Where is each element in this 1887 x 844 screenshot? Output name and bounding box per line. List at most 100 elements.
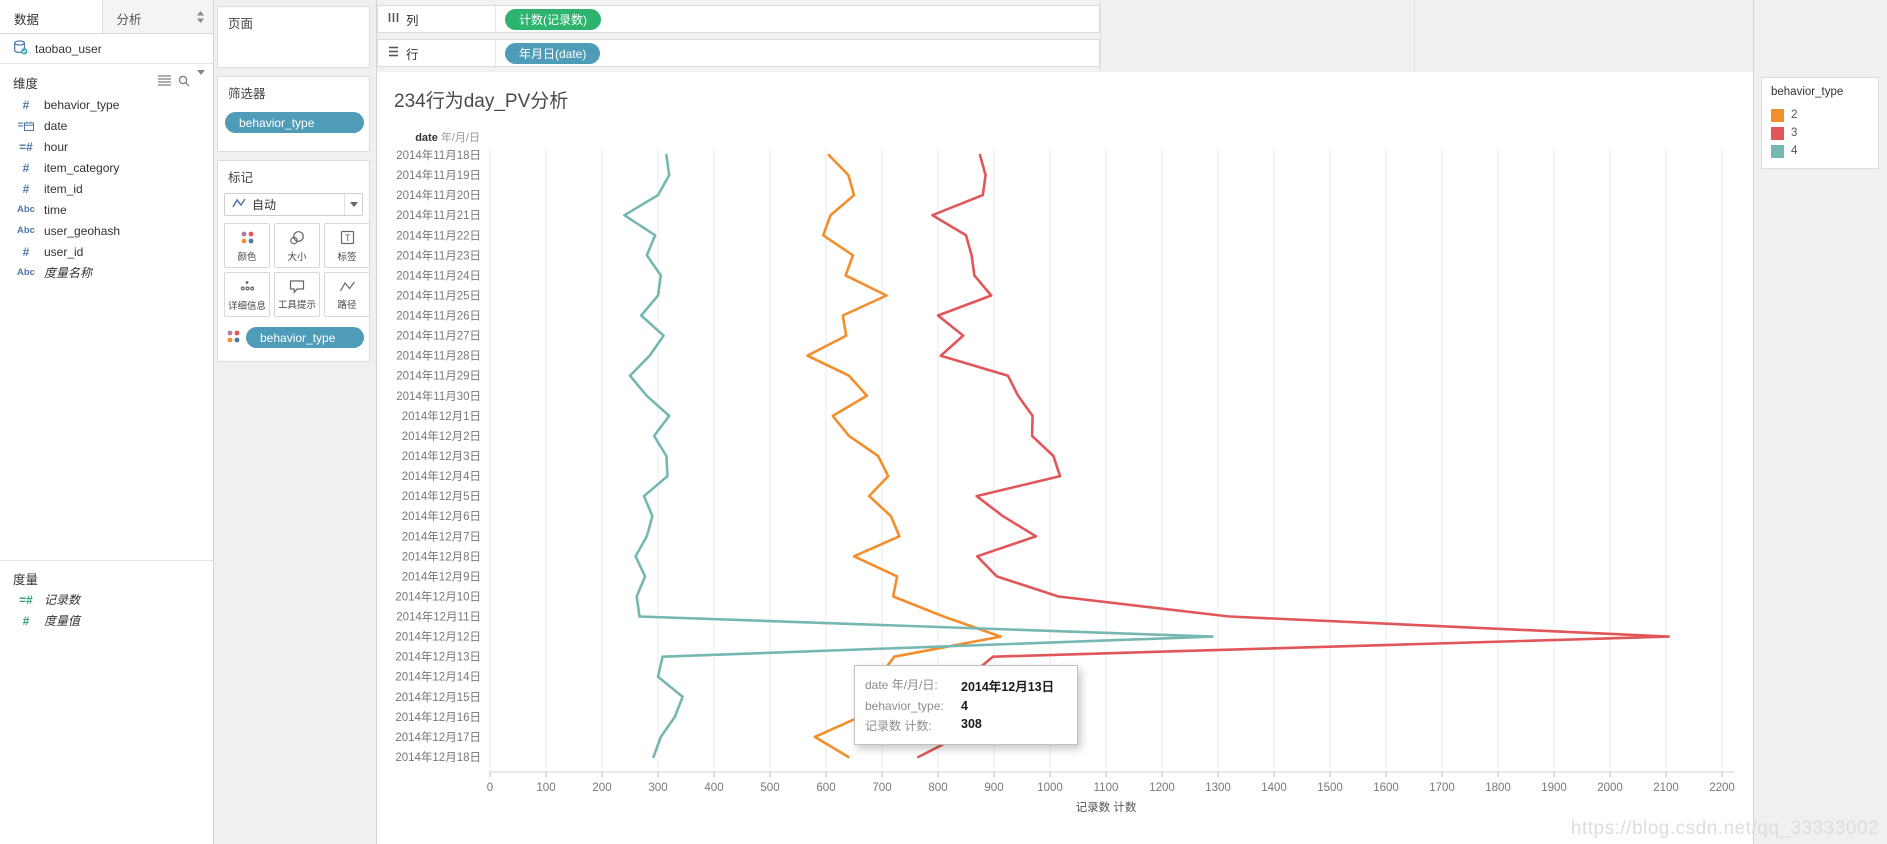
tooltip-behavior-label: behavior_type: xyxy=(865,699,944,713)
text-icon: Abc xyxy=(17,267,35,278)
x-axis-tick-label: 300 xyxy=(648,782,667,794)
marks-button-detail[interactable]: 详细信息 xyxy=(224,272,270,317)
x-axis-tick-label: 1900 xyxy=(1541,782,1567,794)
y-axis-label: 2014年11月28日 xyxy=(396,349,481,363)
field-label: 度量值 xyxy=(44,614,81,628)
y-axis-label: 2014年12月10日 xyxy=(395,589,481,603)
y-axis-label: 2014年12月16日 xyxy=(395,710,481,724)
rows-shelf-label: 行 xyxy=(378,40,496,66)
measure-度量值[interactable]: # 度量值 xyxy=(0,610,213,631)
view-as-list-icon[interactable] xyxy=(158,75,171,89)
y-axis-label: 2014年12月14日 xyxy=(395,670,481,684)
measure-number-icon: # xyxy=(22,613,30,628)
marks-button-label: 大小 xyxy=(287,251,307,263)
marks-buttons-grid: 颜色 大小 T 标签详细信息 工具提示 路径 xyxy=(218,216,370,317)
series-line-3[interactable] xyxy=(917,153,1671,759)
y-axis-label: 2014年11月27日 xyxy=(396,329,481,343)
y-axis-label: 2014年12月18日 xyxy=(395,750,481,764)
columns-pill-count-records[interactable]: 计数(记录数) xyxy=(505,8,601,30)
mark-type-dropdown[interactable]: 自动 xyxy=(224,193,363,216)
y-axis-label: 2014年11月20日 xyxy=(396,188,481,202)
field-label: 度量名称 xyxy=(44,266,93,280)
series-line-2[interactable] xyxy=(806,153,1003,759)
legend-item-3[interactable]: 3 xyxy=(1771,124,1878,142)
legend-label: 4 xyxy=(1791,145,1798,157)
legend-item-4[interactable]: 4 xyxy=(1771,142,1878,160)
label-button-icon: T xyxy=(340,230,354,244)
marks-color-pill-behavior-type[interactable]: behavior_type xyxy=(246,327,364,348)
marks-button-label: 颜色 xyxy=(237,251,257,263)
x-axis-tick-label: 1300 xyxy=(1205,782,1231,794)
pages-shelf[interactable]: 页面 xyxy=(217,6,370,68)
y-axis-label: 2014年11月18日 xyxy=(396,148,481,162)
sort-fields-icon[interactable] xyxy=(187,0,213,33)
dimension-度量名称[interactable]: Abc 度量名称 xyxy=(0,262,213,283)
detail-button-icon xyxy=(240,280,254,291)
y-axis-label: 2014年12月1日 xyxy=(402,409,481,423)
tooltip-count-value: 308 xyxy=(961,717,982,731)
shelves-panel: 页面 筛选器 behavior_type 标记 自动 颜色 大小 T 标签 详细信息 工具… xyxy=(214,0,377,844)
x-axis-tick-label: 1100 xyxy=(1094,782,1119,794)
size-button-icon xyxy=(290,230,304,244)
y-axis-label: 2014年12月15日 xyxy=(395,690,481,704)
filter-pill-behavior-type[interactable]: behavior_type xyxy=(225,112,364,133)
x-axis-tick-label: 400 xyxy=(704,782,723,794)
field-label: date xyxy=(44,118,68,133)
y-axis-label: 2014年12月12日 xyxy=(395,630,481,644)
measure-记录数[interactable]: =# 记录数 xyxy=(0,589,213,610)
dimension-item_id[interactable]: # item_id xyxy=(0,178,213,199)
color-legend: behavior_type 2 3 4 xyxy=(1761,77,1879,169)
y-axis-label: 2014年11月21日 xyxy=(396,208,481,222)
marks-button-tooltip[interactable]: 工具提示 xyxy=(274,272,320,317)
measures-section: 度量 =# 记录数 # 度量值 xyxy=(0,560,213,631)
tab-analytics[interactable]: 分析 xyxy=(101,0,188,33)
dimension-item_category[interactable]: # item_category xyxy=(0,157,213,178)
rows-icon xyxy=(388,46,399,60)
dimension-behavior_type[interactable]: # behavior_type xyxy=(0,94,213,115)
calculated-measure-icon: =# xyxy=(19,592,33,607)
rows-pill-date[interactable]: 年月日(date) xyxy=(505,42,601,64)
x-axis-tick-label: 1400 xyxy=(1261,782,1287,794)
dimension-date[interactable]: = date xyxy=(0,115,213,136)
x-axis-tick-label: 700 xyxy=(872,782,891,794)
tooltip-behavior-value: 4 xyxy=(961,699,968,713)
measures-list: =# 记录数 # 度量值 xyxy=(0,589,213,631)
columns-shelf[interactable]: 列 计数(记录数) xyxy=(377,5,1100,33)
database-icon xyxy=(13,40,28,58)
mark-type-dropdown-arrow[interactable] xyxy=(344,194,362,215)
marks-button-label[interactable]: T 标签 xyxy=(324,223,370,268)
series-line-4[interactable] xyxy=(623,153,1214,759)
dimension-user_geohash[interactable]: Abc user_geohash xyxy=(0,220,213,241)
tooltip-button-icon xyxy=(289,280,305,294)
measures-header-label: 度量 xyxy=(13,572,39,587)
line-chart: 0 100 200 300 400 500 600 700 800 900 1000 1100 1200… xyxy=(395,147,1735,794)
marks-button-size[interactable]: 大小 xyxy=(274,223,320,268)
dimension-user_id[interactable]: # user_id xyxy=(0,241,213,262)
field-label: item_category xyxy=(44,160,120,175)
rows-shelf[interactable]: 行 年月日(date) xyxy=(377,39,1100,67)
dimension-time[interactable]: Abc time xyxy=(0,199,213,220)
search-icon[interactable] xyxy=(178,75,190,90)
color-dots-icon xyxy=(225,328,242,348)
tooltip-count-label: 记录数 计数: xyxy=(865,719,932,733)
marks-button-label: 路径 xyxy=(337,299,357,311)
marks-button-path[interactable]: 路径 xyxy=(324,272,370,317)
filters-shelf[interactable]: 筛选器 behavior_type xyxy=(217,76,370,152)
sheet-title: 234行为day_PV分析 xyxy=(394,91,569,112)
svg-text:T: T xyxy=(344,233,350,244)
dropdown-arrow-icon[interactable] xyxy=(197,70,205,89)
tab-data[interactable]: 数据 xyxy=(14,13,40,27)
marks-button-label: 工具提示 xyxy=(278,300,316,311)
value-axis-title: 记录数 计数 xyxy=(1075,802,1137,814)
marks-button-color[interactable]: 颜色 xyxy=(224,223,270,268)
path-button-icon xyxy=(339,281,355,291)
datasource-row[interactable]: taobao_user xyxy=(0,35,213,64)
marks-button-label: 标签 xyxy=(337,251,357,263)
rows-label-text: 行 xyxy=(406,47,419,62)
field-label: hour xyxy=(44,139,69,154)
legend-item-2[interactable]: 2 xyxy=(1771,106,1878,124)
tooltip: date 年/月/日: 2014年12月13日 behavior_type: 4… xyxy=(854,665,1078,745)
dimension-hour[interactable]: =# hour xyxy=(0,136,213,157)
y-axis-label: 2014年11月19日 xyxy=(396,168,481,182)
